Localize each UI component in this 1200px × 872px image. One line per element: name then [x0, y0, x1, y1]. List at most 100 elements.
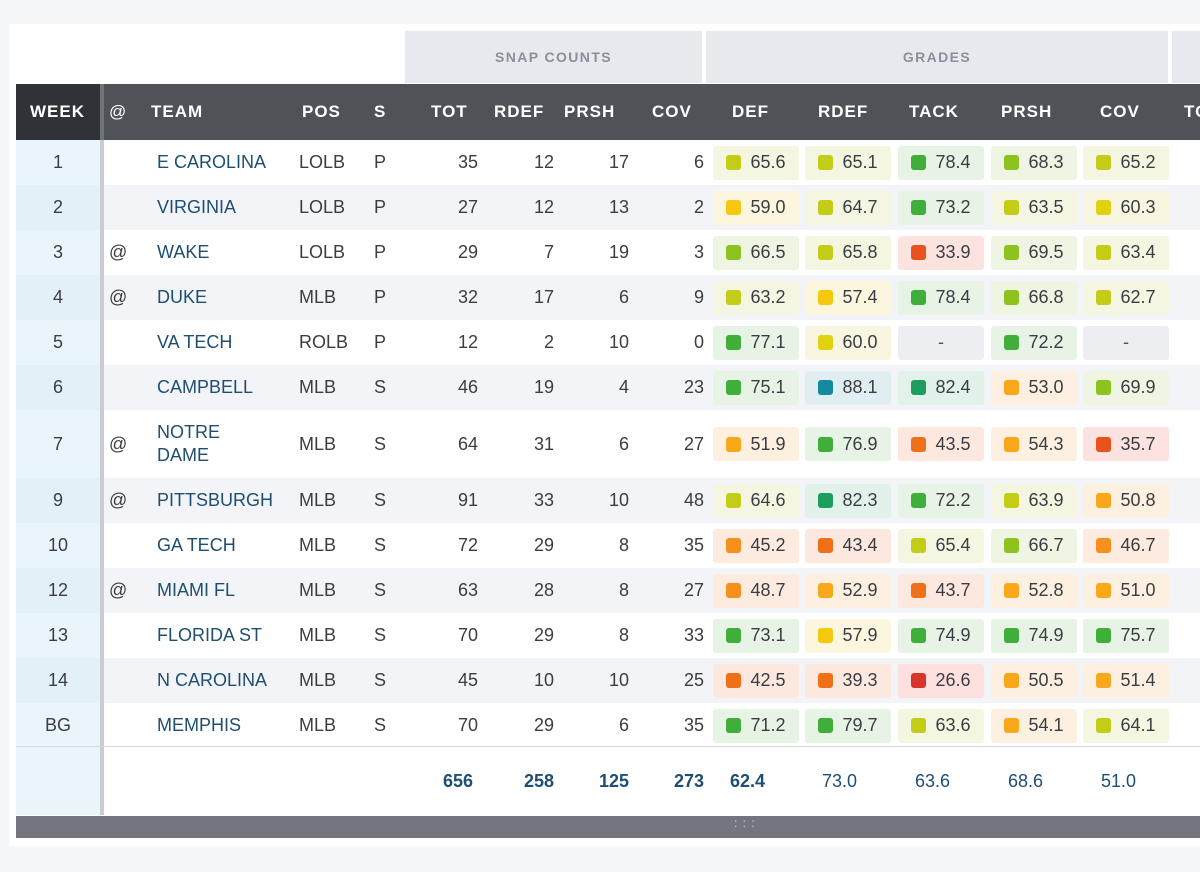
home-away-cell: @	[109, 287, 128, 307]
grade-color-icon	[818, 380, 834, 395]
table-row[interactable]: 7 @ NOTRE DAME MLB S 64 31 6 27 51.9 76.9 43.5 54.3 3…	[16, 410, 1200, 478]
team-link[interactable]: VA TECH	[157, 332, 233, 352]
home-away-cell	[109, 140, 139, 185]
frozen-divider	[100, 365, 104, 410]
grade-color-icon	[818, 538, 834, 553]
grade-color-icon	[1004, 628, 1020, 643]
grade-value: 66.7	[1028, 535, 1064, 555]
grade-color-icon	[1004, 380, 1020, 395]
table-row[interactable]: 9 @ PITTSBURGH MLB S 91 33 10 48 64.6 82.3 72.2 63.9…	[16, 478, 1200, 523]
grade-tack-chip: 74.9	[898, 618, 984, 653]
snaps-cov-cell: 48	[683, 490, 704, 510]
frozen-divider	[100, 140, 104, 185]
team-link[interactable]: VIRGINIA	[157, 197, 237, 217]
table-row[interactable]: 2 VIRGINIA LOLB P 27 12 13 2 59.0 64.7 73.2 63.5 60.…	[16, 185, 1200, 230]
table-row[interactable]: 4 @ DUKE MLB P 32 17 6 9 63.2 57.4 78.4 66.8 62.7	[16, 275, 1200, 320]
grade-value: -	[1123, 332, 1129, 352]
col-pos[interactable]: POS	[302, 102, 341, 121]
grade-color-icon	[1096, 380, 1112, 395]
grade-tack-chip: 78.4	[898, 145, 984, 180]
team-link[interactable]: GA TECH	[157, 535, 236, 555]
frozen-divider	[100, 230, 104, 275]
position-cell: MLB	[299, 625, 337, 645]
drag-handle-icon[interactable]: : : :	[734, 816, 756, 830]
snaps-prsh-cell: 8	[618, 580, 629, 600]
snaps-total-cell: 35	[457, 152, 478, 172]
grade-tack-chip: 72.2	[898, 483, 984, 518]
grade-value: 66.8	[1028, 287, 1064, 307]
col-s[interactable]: S	[374, 102, 387, 121]
team-link[interactable]: E CAROLINA	[157, 152, 267, 172]
col-week[interactable]: WEEK	[30, 102, 85, 121]
table-row[interactable]: 6 CAMPBELL MLB S 46 19 4 23 75.1 88.1 82.4 53.0 69.9	[16, 365, 1200, 410]
grade-color-icon	[1004, 155, 1020, 170]
table-row[interactable]: 12 @ MIAMI FL MLB S 63 28 8 27 48.7 52.9 43.7 52.8 51…	[16, 568, 1200, 613]
status-cell: S	[374, 490, 387, 510]
grade-color-icon	[818, 628, 834, 643]
col-tot[interactable]: TOT	[431, 102, 468, 121]
team-link[interactable]: FLORIDA ST	[157, 625, 263, 645]
grade-color-icon	[911, 718, 927, 733]
totals-week-cell	[16, 747, 100, 815]
table-row[interactable]: 1 E CAROLINA LOLB P 35 12 17 6 65.6 65.1 78.4 68.3 6…	[16, 140, 1200, 185]
grade-cov-chip: 65.2	[1083, 145, 1169, 180]
table-row[interactable]: 14 N CAROLINA MLB S 45 10 10 25 42.5 39.3 26.6 50.5…	[16, 658, 1200, 703]
col-prsh[interactable]: PRSH	[564, 102, 616, 121]
team-link[interactable]: CAMPBELL	[157, 377, 254, 397]
grade-value: 82.4	[935, 377, 971, 397]
col-grade-prsh[interactable]: PRSH	[1001, 102, 1053, 121]
grade-cov-chip: 51.0	[1083, 573, 1169, 608]
table-row[interactable]: 5 VA TECH ROLB P 12 2 10 0 77.1 60.0 - 72.2 -	[16, 320, 1200, 365]
home-away-cell: @	[109, 242, 128, 262]
status-cell: S	[374, 433, 387, 454]
col-grade-def[interactable]: DEF	[732, 102, 769, 121]
status-cell: S	[374, 715, 387, 735]
home-away-cell	[109, 365, 139, 410]
grade-value: 74.9	[935, 625, 971, 645]
group-next	[1172, 31, 1200, 83]
team-link[interactable]: NOTRE DAME	[157, 422, 220, 465]
col-team[interactable]: TEAM	[151, 102, 204, 121]
grade-color-icon	[818, 290, 834, 305]
snaps-cov-cell: 35	[683, 535, 704, 555]
col-at[interactable]: @	[109, 102, 128, 121]
totals-row: 656 258 125 273 62.4 73.0 63.6 68.6 51.0	[16, 746, 1200, 815]
table-row[interactable]: BG MEMPHIS MLB S 70 29 6 35 71.2 79.7 63.6 54.1 64.1	[16, 703, 1200, 748]
col-partial[interactable]: TO	[1184, 102, 1200, 121]
grade-tack-chip: 43.7	[898, 573, 984, 608]
grade-value: 50.8	[1120, 490, 1156, 510]
team-link[interactable]: MEMPHIS	[157, 715, 242, 735]
table-row[interactable]: 10 GA TECH MLB S 72 29 8 35 45.2 43.4 65.4 66.7 46.7	[16, 523, 1200, 568]
col-grade-tack[interactable]: TACK	[909, 102, 959, 121]
snaps-cov-cell: 3	[693, 242, 704, 262]
team-link[interactable]: MIAMI FL	[157, 580, 236, 600]
horizontal-scrollbar[interactable]: : : :	[16, 816, 1200, 838]
col-rdef[interactable]: RDEF	[494, 102, 545, 121]
snaps-cov-cell: 6	[693, 152, 704, 172]
team-link[interactable]: PITTSBURGH	[157, 490, 274, 510]
col-grade-rdef[interactable]: RDEF	[818, 102, 869, 121]
grade-def-chip: 42.5	[713, 663, 799, 698]
grade-color-icon	[1096, 628, 1112, 643]
grade-color-icon	[911, 245, 927, 260]
grade-value: 43.7	[935, 580, 971, 600]
grade-rdef-chip: 60.0	[805, 325, 891, 360]
grade-color-icon	[911, 200, 927, 215]
frozen-divider[interactable]	[100, 84, 104, 140]
grade-color-icon	[911, 628, 927, 643]
grade-def-chip: 59.0	[713, 190, 799, 225]
grade-value: 39.3	[842, 670, 878, 690]
table-row[interactable]: 3 @ WAKE LOLB P 29 7 19 3 66.5 65.8 33.9 69.5 63.4	[16, 230, 1200, 275]
snaps-total-cell: 45	[457, 670, 478, 690]
snaps-cov-cell: 35	[683, 715, 704, 735]
team-link[interactable]: DUKE	[157, 287, 208, 307]
col-grade-cov[interactable]: COV	[1100, 102, 1140, 121]
team-link[interactable]: N CAROLINA	[157, 670, 268, 690]
table-row[interactable]: 13 FLORIDA ST MLB S 70 29 8 33 73.1 57.9 74.9 74.9 7…	[16, 613, 1200, 658]
position-cell: LOLB	[299, 242, 346, 262]
team-link[interactable]: WAKE	[157, 242, 210, 262]
grade-rdef-chip: 79.7	[805, 708, 891, 743]
grade-color-icon	[911, 155, 927, 170]
col-cov[interactable]: COV	[652, 102, 692, 121]
total-grade-prsh: 68.6	[1008, 771, 1044, 791]
